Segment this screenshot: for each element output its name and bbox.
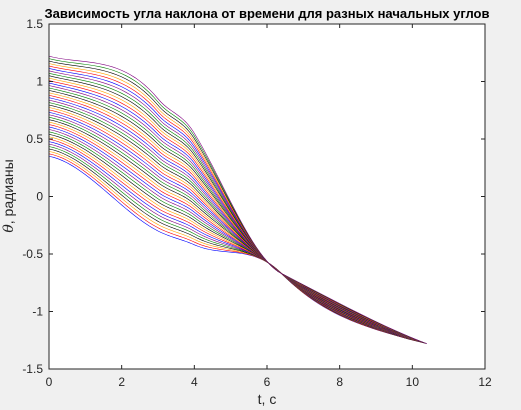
series-line — [48, 55, 427, 344]
y-axis-label: θ, радианы — [0, 159, 17, 232]
x-tick-label: 6 — [264, 375, 271, 389]
x-tick-label: 8 — [336, 375, 343, 389]
axes-background — [49, 24, 485, 369]
tick-layer: 0 2 4 6 8 10 12 -1.5 -1 -0.5 0 0.5 1 1.5 — [22, 17, 492, 389]
y-tick-label: 1.5 — [26, 17, 43, 31]
y-tick-label: 1 — [36, 75, 43, 89]
x-tick-label: 12 — [478, 375, 492, 389]
chart-title: Зависимость угла наклона от времени для … — [45, 6, 490, 21]
y-tick-label: -1.5 — [22, 362, 43, 376]
x-tick-label: 10 — [406, 375, 420, 389]
x-tick-label: 4 — [191, 375, 198, 389]
x-axis-label: t, c — [258, 391, 277, 407]
y-tick-label: -0.5 — [22, 247, 43, 261]
y-axis-symbol: θ — [1, 224, 17, 233]
y-axis-unit: , радианы — [0, 159, 16, 224]
y-tick-label: 0 — [36, 190, 43, 204]
x-tick-label: 0 — [46, 375, 53, 389]
x-tick-label: 2 — [118, 375, 125, 389]
y-tick-label: -1 — [32, 305, 43, 319]
y-tick-label: 0.5 — [26, 132, 43, 146]
series-layer — [48, 55, 427, 344]
